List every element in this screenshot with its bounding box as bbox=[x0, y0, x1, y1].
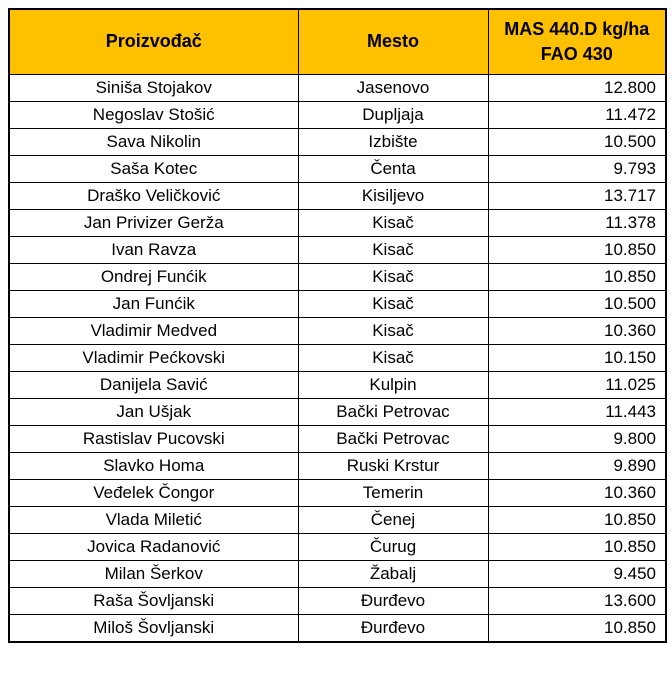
cell-place: Đurđevo bbox=[297, 614, 489, 643]
yield-results-table: Proizvođač Mesto MAS 440.D kg/ha FAO 430… bbox=[8, 8, 667, 643]
cell-yield: 9.890 bbox=[487, 452, 667, 480]
cell-producer: Sava Nikolin bbox=[8, 128, 299, 156]
table-row: Negoslav Stošić Dupljaja 11.472 bbox=[8, 101, 667, 129]
table-row: Vladimir Medved Kisač 10.360 bbox=[8, 317, 667, 345]
cell-place: Jasenovo bbox=[297, 74, 489, 102]
cell-place: Bački Petrovac bbox=[297, 425, 489, 453]
cell-yield: 12.800 bbox=[487, 74, 667, 102]
cell-place: Kisač bbox=[297, 317, 489, 345]
table-row: Miloš Šovljanski Đurđevo 10.850 bbox=[8, 614, 667, 643]
cell-producer: Slavko Homa bbox=[8, 452, 299, 480]
column-header-yield-line2: FAO 430 bbox=[540, 44, 613, 64]
cell-yield: 13.717 bbox=[487, 182, 667, 210]
cell-yield: 9.793 bbox=[487, 155, 667, 183]
cell-place: Bački Petrovac bbox=[297, 398, 489, 426]
cell-producer: Siniša Stojakov bbox=[8, 74, 299, 102]
cell-place: Ruski Krstur bbox=[297, 452, 489, 480]
column-header-yield-line1: MAS 440.D kg/ha bbox=[504, 18, 650, 39]
cell-yield: 10.850 bbox=[487, 236, 667, 264]
cell-producer: Rastislav Pucovski bbox=[8, 425, 299, 453]
cell-producer: Jan Funćik bbox=[8, 290, 299, 318]
cell-place: Žabalj bbox=[297, 560, 489, 588]
cell-producer: Ivan Ravza bbox=[8, 236, 299, 264]
cell-yield: 10.850 bbox=[487, 533, 667, 561]
table-row: Sava Nikolin Izbište 10.500 bbox=[8, 128, 667, 156]
cell-yield: 10.500 bbox=[487, 290, 667, 318]
table-row: Danijela Savić Kulpin 11.025 bbox=[8, 371, 667, 399]
cell-producer: Draško Veličković bbox=[8, 182, 299, 210]
table-row: Jan Ušjak Bački Petrovac 11.443 bbox=[8, 398, 667, 426]
cell-place: Čurug bbox=[297, 533, 489, 561]
table-row: Siniša Stojakov Jasenovo 12.800 bbox=[8, 74, 667, 102]
cell-yield: 10.850 bbox=[487, 614, 667, 643]
cell-producer: Miloš Šovljanski bbox=[8, 614, 299, 643]
table-row: Ivan Ravza Kisač 10.850 bbox=[8, 236, 667, 264]
cell-yield: 10.500 bbox=[487, 128, 667, 156]
cell-yield: 11.025 bbox=[487, 371, 667, 399]
table-row: Jan Privizer Gerža Kisač 11.378 bbox=[8, 209, 667, 237]
cell-yield: 13.600 bbox=[487, 587, 667, 615]
header-row: Proizvođač Mesto MAS 440.D kg/ha FAO 430 bbox=[8, 8, 667, 75]
column-header-yield: MAS 440.D kg/ha FAO 430 bbox=[487, 8, 667, 75]
cell-producer: Vlada Miletić bbox=[8, 506, 299, 534]
table-row: Draško Veličković Kisiljevo 13.717 bbox=[8, 182, 667, 210]
cell-yield: 9.450 bbox=[487, 560, 667, 588]
table-row: Slavko Homa Ruski Krstur 9.890 bbox=[8, 452, 667, 480]
cell-place: Kulpin bbox=[297, 371, 489, 399]
column-header-producer: Proizvođač bbox=[8, 8, 299, 75]
cell-place: Kisač bbox=[297, 344, 489, 372]
cell-yield: 11.443 bbox=[487, 398, 667, 426]
table-body: Siniša Stojakov Jasenovo 12.800 Negoslav… bbox=[8, 74, 667, 643]
cell-producer: Jovica Radanović bbox=[8, 533, 299, 561]
cell-place: Dupljaja bbox=[297, 101, 489, 129]
cell-producer: Vladimir Pećkovski bbox=[8, 344, 299, 372]
table-row: Rastislav Pucovski Bački Petrovac 9.800 bbox=[8, 425, 667, 453]
table-row: Raša Šovljanski Đurđevo 13.600 bbox=[8, 587, 667, 615]
cell-place: Temerin bbox=[297, 479, 489, 507]
cell-producer: Ondrej Funćik bbox=[8, 263, 299, 291]
table-row: Milan Šerkov Žabalj 9.450 bbox=[8, 560, 667, 588]
column-header-place: Mesto bbox=[297, 8, 489, 75]
cell-producer: Milan Šerkov bbox=[8, 560, 299, 588]
cell-yield: 10.360 bbox=[487, 317, 667, 345]
cell-place: Kisiljevo bbox=[297, 182, 489, 210]
cell-producer: Saša Kotec bbox=[8, 155, 299, 183]
cell-producer: Vladimir Medved bbox=[8, 317, 299, 345]
cell-place: Čenta bbox=[297, 155, 489, 183]
cell-place: Kisač bbox=[297, 209, 489, 237]
table-row: Jovica Radanović Čurug 10.850 bbox=[8, 533, 667, 561]
table-row: Vlada Miletić Čenej 10.850 bbox=[8, 506, 667, 534]
cell-producer: Danijela Savić bbox=[8, 371, 299, 399]
cell-producer: Raša Šovljanski bbox=[8, 587, 299, 615]
cell-place: Čenej bbox=[297, 506, 489, 534]
cell-place: Kisač bbox=[297, 290, 489, 318]
cell-yield: 9.800 bbox=[487, 425, 667, 453]
cell-producer: Jan Privizer Gerža bbox=[8, 209, 299, 237]
cell-yield: 11.472 bbox=[487, 101, 667, 129]
table-row: Jan Funćik Kisač 10.500 bbox=[8, 290, 667, 318]
cell-producer: Negoslav Stošić bbox=[8, 101, 299, 129]
cell-producer: Jan Ušjak bbox=[8, 398, 299, 426]
table-row: Vladimir Pećkovski Kisač 10.150 bbox=[8, 344, 667, 372]
table-row: Ondrej Funćik Kisač 10.850 bbox=[8, 263, 667, 291]
table-row: Saša Kotec Čenta 9.793 bbox=[8, 155, 667, 183]
cell-yield: 10.150 bbox=[487, 344, 667, 372]
cell-yield: 10.360 bbox=[487, 479, 667, 507]
cell-place: Kisač bbox=[297, 263, 489, 291]
cell-place: Đurđevo bbox=[297, 587, 489, 615]
cell-producer: Veđelek Čongor bbox=[8, 479, 299, 507]
cell-yield: 10.850 bbox=[487, 263, 667, 291]
cell-yield: 10.850 bbox=[487, 506, 667, 534]
cell-place: Kisač bbox=[297, 236, 489, 264]
cell-yield: 11.378 bbox=[487, 209, 667, 237]
table-header: Proizvođač Mesto MAS 440.D kg/ha FAO 430 bbox=[8, 8, 667, 75]
cell-place: Izbište bbox=[297, 128, 489, 156]
table-row: Veđelek Čongor Temerin 10.360 bbox=[8, 479, 667, 507]
